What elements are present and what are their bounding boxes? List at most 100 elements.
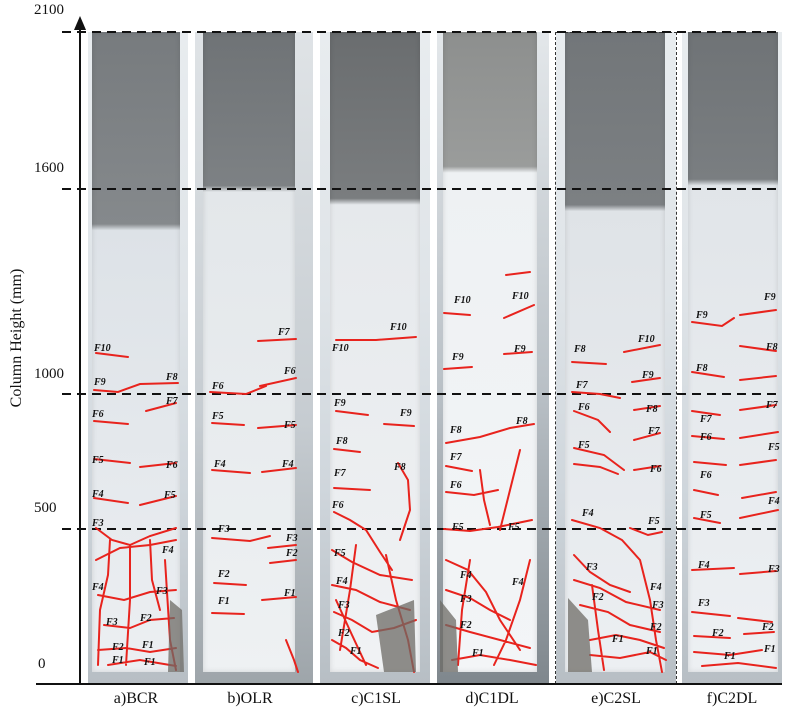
crack-label-c2sl-f1: F1 bbox=[611, 634, 624, 645]
cracks-olr bbox=[209, 338, 299, 673]
crack-label-c2dl-f7: F7 bbox=[765, 400, 779, 411]
crack-label-c2dl-f1: F1 bbox=[763, 644, 776, 655]
crack-label-c1dl-f5: F5 bbox=[507, 522, 520, 533]
crack-label-c1dl-f10: F10 bbox=[511, 291, 529, 302]
cracks-c2sl bbox=[571, 344, 667, 673]
crack-label-c2sl-f8: F8 bbox=[645, 404, 658, 415]
crack-label-c1dl-f4: F4 bbox=[511, 577, 524, 588]
cracks-c1dl bbox=[443, 271, 537, 666]
crack-label-c2dl-f5: F5 bbox=[699, 510, 712, 521]
y-tick-500: 500 bbox=[34, 500, 57, 516]
crack-label-olr-f4: F4 bbox=[213, 459, 226, 470]
crack-label-c2sl-f4: F4 bbox=[649, 582, 662, 593]
crack-label-c2dl-f1: F1 bbox=[723, 651, 736, 662]
crack-label-olr-f3: F3 bbox=[285, 533, 298, 544]
y-tick-0: 0 bbox=[38, 656, 46, 672]
crack-label-bcr-f4: F4 bbox=[91, 582, 104, 593]
crack-label-c1sl-f6: F6 bbox=[331, 500, 344, 511]
crack-label-c1dl-f1: F1 bbox=[471, 648, 484, 659]
crack-label-bcr-f5: F5 bbox=[163, 490, 176, 501]
crack-label-c2sl-f9: F9 bbox=[641, 370, 654, 381]
column-photo-c1sl bbox=[330, 32, 420, 672]
crack-label-olr-f1: F1 bbox=[217, 596, 230, 607]
crack-label-c1sl-f5: F5 bbox=[333, 548, 346, 559]
crack-label-c2sl-f5: F5 bbox=[577, 440, 590, 451]
crack-label-bcr-f6: F6 bbox=[165, 460, 178, 471]
crack-label-olr-f1: F1 bbox=[283, 588, 296, 599]
crack-label-olr-f2: F2 bbox=[217, 569, 230, 580]
crack-label-olr-f6: F6 bbox=[283, 366, 296, 377]
crack-label-c1sl-f10: F10 bbox=[331, 343, 349, 354]
crack-label-c1dl-f10: F10 bbox=[453, 295, 471, 306]
crack-label-c2sl-f1: F1 bbox=[645, 646, 658, 657]
crack-label-c2sl-f2: F2 bbox=[591, 592, 604, 603]
caption-c2sl: e)C2SL bbox=[591, 690, 641, 707]
spall-c1sl bbox=[376, 600, 416, 672]
cracks-bcr bbox=[93, 352, 179, 671]
crack-label-olr-f3: F3 bbox=[217, 524, 230, 535]
crack-label-bcr-f1: F1 bbox=[143, 657, 156, 668]
crack-label-olr-f5: F5 bbox=[211, 411, 224, 422]
caption-c2dl: f)C2DL bbox=[706, 690, 758, 707]
crack-label-bcr-f10: F10 bbox=[93, 343, 111, 354]
crack-label-bcr-f4: F4 bbox=[161, 545, 174, 556]
crack-label-c1sl-f2: F2 bbox=[337, 628, 350, 639]
crack-label-bcr-f9: F9 bbox=[93, 377, 106, 388]
crack-label-bcr-f6: F6 bbox=[91, 409, 104, 420]
crack-label-olr-f5: F5 bbox=[283, 420, 296, 431]
crack-label-c1sl-f9: F9 bbox=[399, 408, 412, 419]
crack-label-c1dl-f6: F6 bbox=[449, 480, 462, 491]
crack-label-c1dl-f9: F9 bbox=[451, 352, 464, 363]
crack-label-c2sl-f3: F3 bbox=[585, 562, 598, 573]
crack-label-c2sl-f2: F2 bbox=[649, 622, 662, 633]
crack-label-c2sl-f7: F7 bbox=[647, 426, 661, 437]
crack-label-c1dl-f2: F2 bbox=[459, 620, 472, 631]
crack-label-c1sl-f10: F10 bbox=[389, 322, 407, 333]
crack-label-bcr-f3: F3 bbox=[155, 586, 168, 597]
crack-label-bcr-f2: F2 bbox=[139, 613, 152, 624]
crack-label-c1dl-f3: F3 bbox=[459, 594, 472, 605]
caption-c1sl: c)C1SL bbox=[351, 690, 401, 707]
crack-label-c1dl-f8: F8 bbox=[515, 416, 528, 427]
crack-label-c2sl-f4: F4 bbox=[581, 508, 594, 519]
column-photo-c2sl bbox=[565, 32, 665, 672]
crack-label-c2dl-f4: F4 bbox=[767, 496, 780, 507]
crack-label-bcr-f7: F7 bbox=[165, 396, 179, 407]
crack-label-bcr-f5: F5 bbox=[91, 455, 104, 466]
crack-label-c2sl-f3: F3 bbox=[651, 600, 664, 611]
spall-c1dl bbox=[440, 600, 458, 672]
crack-label-bcr-f8: F8 bbox=[165, 372, 178, 383]
crack-label-c1dl-f8: F8 bbox=[449, 425, 462, 436]
crack-label-bcr-f1: F1 bbox=[141, 640, 154, 651]
y-axis-arrow bbox=[74, 16, 86, 30]
y-tick-1600: 1600 bbox=[34, 160, 64, 176]
column-photo-olr bbox=[203, 32, 295, 672]
y-tick-2100: 2100 bbox=[34, 2, 64, 18]
crack-label-c2dl-f6: F6 bbox=[699, 432, 712, 443]
crack-label-c2dl-f2: F2 bbox=[711, 628, 724, 639]
y-axis-label: Column Height (mm) bbox=[8, 268, 25, 408]
crack-label-c2sl-f5: F5 bbox=[647, 516, 660, 527]
crack-label-c2dl-f2: F2 bbox=[761, 622, 774, 633]
crack-label-c2dl-f9: F9 bbox=[695, 310, 708, 321]
crack-label-c1dl-f4: F4 bbox=[459, 570, 472, 581]
crack-label-c1dl-f9: F9 bbox=[513, 344, 526, 355]
crack-label-c2dl-f9: F9 bbox=[763, 292, 776, 303]
crack-label-c1sl-f4: F4 bbox=[335, 576, 348, 587]
crack-label-c2sl-f6: F6 bbox=[649, 464, 662, 475]
crack-label-c2sl-f10: F10 bbox=[637, 334, 655, 345]
crack-label-c1sl-f8: F8 bbox=[335, 436, 348, 447]
crack-label-c1sl-f3: F3 bbox=[337, 600, 350, 611]
caption-bcr: a)BCR bbox=[113, 690, 159, 707]
crack-label-c2dl-f6: F6 bbox=[699, 470, 712, 481]
crack-label-c2dl-f5: F5 bbox=[767, 442, 780, 453]
crack-label-c2dl-f8: F8 bbox=[765, 342, 778, 353]
spall-c2sl bbox=[568, 598, 592, 672]
caption-olr: b)OLR bbox=[227, 690, 273, 707]
crack-label-bcr-f3: F3 bbox=[91, 518, 104, 529]
crack-label-c2sl-f7: F7 bbox=[575, 380, 589, 391]
crack-label-c1dl-f7: F7 bbox=[449, 452, 463, 463]
caption-c1dl: d)C1DL bbox=[465, 690, 519, 707]
crack-label-c1dl-f5: F5 bbox=[451, 522, 464, 533]
